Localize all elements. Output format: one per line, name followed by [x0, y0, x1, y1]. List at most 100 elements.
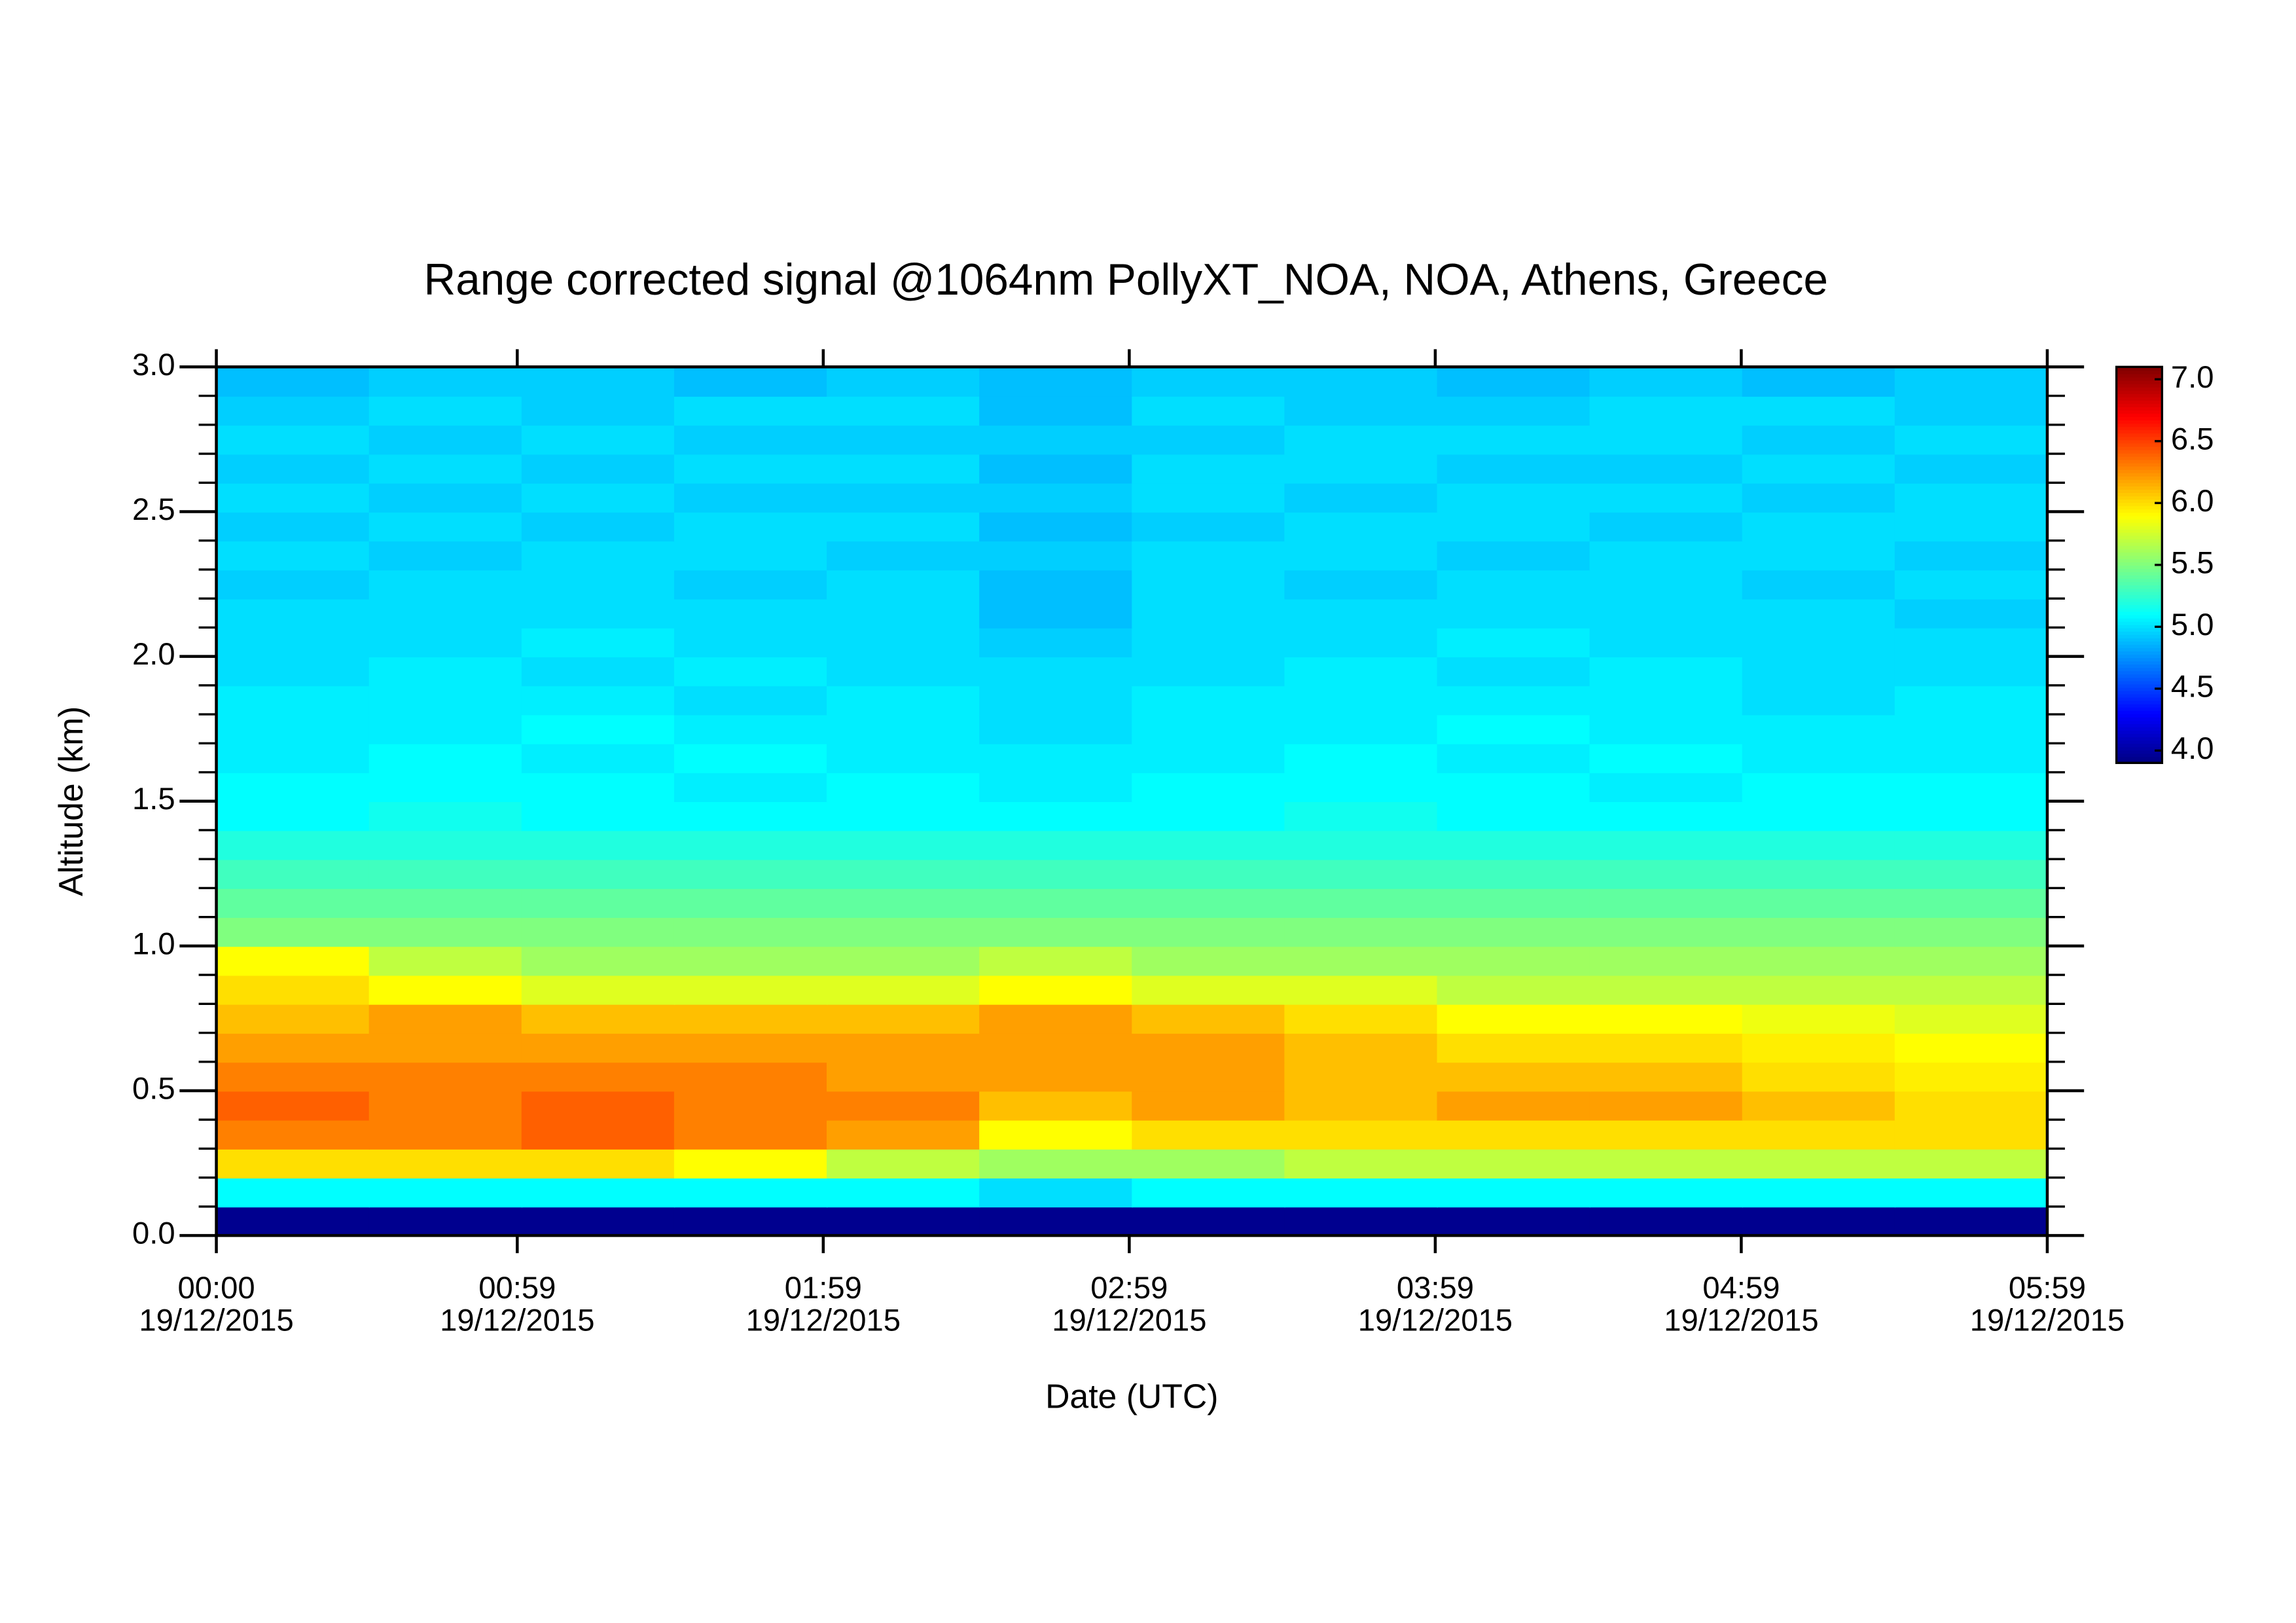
heatmap-cell — [1742, 888, 1896, 919]
heatmap-cell — [1894, 395, 2049, 426]
heatmap-cell — [1132, 945, 1285, 976]
colorbar-tick-label: 4.0 — [2171, 731, 2214, 766]
heatmap-cell — [1894, 511, 2049, 542]
heatmap-cell — [1132, 454, 1285, 484]
heatmap-cell — [368, 1148, 523, 1179]
colorbar: 4.0 4.5 5.0 5.5 6.0 6.5 7.0 — [2115, 360, 2214, 766]
colorbar-segment — [2116, 485, 2162, 490]
heatmap-cell — [1589, 511, 1744, 542]
colorbar-segment — [2116, 449, 2162, 454]
heatmap-cell — [1132, 1177, 1285, 1208]
heatmap-cell — [979, 483, 1133, 513]
heatmap-cell — [1284, 1206, 1438, 1237]
heatmap-cell — [827, 598, 980, 629]
heatmap-cell — [1894, 1091, 2049, 1121]
heatmap-cell — [1894, 1148, 2049, 1179]
heatmap-cell — [1742, 656, 1896, 687]
heatmap-cell — [1437, 1120, 1590, 1150]
heatmap-cell — [979, 395, 1133, 426]
heatmap-cell — [979, 511, 1133, 542]
heatmap-cell — [1284, 540, 1438, 571]
heatmap-cell — [368, 685, 523, 716]
colorbar-segment — [2116, 465, 2162, 470]
heatmap-cell — [1589, 569, 1744, 600]
heatmap-cell — [979, 598, 1133, 629]
heatmap-cell — [673, 1061, 828, 1092]
colorbar-segment — [2116, 571, 2162, 576]
heatmap-cell — [521, 945, 675, 976]
heatmap-cell — [368, 743, 523, 773]
heatmap-cell — [827, 1091, 980, 1121]
colorbar-segment — [2116, 664, 2162, 668]
heatmap-cell — [827, 569, 980, 600]
heatmap-cell — [1589, 772, 1744, 803]
colorbar-segment — [2116, 568, 2162, 573]
heatmap-cell — [1894, 656, 2049, 687]
heatmap-cell — [1894, 888, 2049, 919]
heatmap-cell — [216, 1061, 370, 1092]
heatmap-cell — [979, 656, 1133, 687]
heatmap-cell — [1589, 975, 1744, 1005]
heatmap-cell — [1284, 1120, 1438, 1150]
heatmap-cell — [1437, 801, 1590, 831]
heatmap-cell — [673, 945, 828, 976]
colorbar-segment — [2116, 555, 2162, 559]
heatmap-cell — [216, 598, 370, 629]
heatmap-cell — [1284, 945, 1438, 976]
colorbar-segment — [2116, 653, 2162, 659]
heatmap-cell — [673, 859, 828, 889]
colorbar-segment — [2116, 574, 2162, 579]
colorbar-segment — [2116, 386, 2162, 391]
heatmap-cell — [1589, 801, 1744, 831]
heatmap-cell — [1284, 569, 1438, 600]
heatmap-cell — [979, 1032, 1133, 1063]
heatmap-cell — [1589, 1091, 1744, 1121]
heatmap-cell — [827, 685, 980, 716]
heatmap-cell — [1894, 1206, 2049, 1237]
heatmap-cell — [521, 483, 675, 513]
heatmap-cell — [1437, 859, 1590, 889]
heatmap-cell — [521, 627, 675, 657]
heatmap-cell — [1132, 1148, 1285, 1179]
heatmap-cell — [1284, 454, 1438, 484]
heatmap-cell — [1589, 1177, 1744, 1208]
heatmap-cell — [827, 511, 980, 542]
heatmap-cell — [1742, 1061, 1896, 1092]
colorbar-segment — [2116, 412, 2162, 418]
heatmap-cell — [216, 540, 370, 571]
heatmap-cell — [673, 656, 828, 687]
heatmap-cell — [1742, 1148, 1896, 1179]
heatmap-cell — [521, 801, 675, 831]
heatmap-cell — [1589, 830, 1744, 860]
heatmap-cell — [827, 1148, 980, 1179]
heatmap-cell — [368, 859, 523, 889]
colorbar-segment — [2116, 598, 2162, 602]
colorbar-segment — [2116, 591, 2162, 596]
heatmap-cell — [1437, 1148, 1590, 1179]
heatmap-cell — [1589, 1120, 1744, 1150]
heatmap-cell — [1894, 685, 2049, 716]
colorbar-segment — [2116, 509, 2162, 513]
heatmap-cell — [216, 1091, 370, 1121]
heatmap-cell — [1284, 367, 1438, 397]
heatmap-cell — [368, 888, 523, 919]
colorbar-segment — [2116, 700, 2162, 704]
heatmap-cell — [1894, 945, 2049, 976]
colorbar-tick-label: 6.0 — [2171, 484, 2214, 519]
colorbar-segment — [2116, 743, 2162, 748]
colorbar-segment — [2116, 601, 2162, 606]
heatmap-cell — [1132, 743, 1285, 773]
heatmap-cell — [1589, 714, 1744, 744]
heatmap-cell — [1132, 1061, 1285, 1092]
heatmap-cell — [521, 888, 675, 919]
heatmap-cell — [827, 395, 980, 426]
colorbar-segment — [2116, 729, 2162, 735]
heatmap-cell — [1132, 540, 1285, 571]
heatmap-cell — [979, 801, 1133, 831]
heatmap-cell — [521, 685, 675, 716]
heatmap-cell — [827, 714, 980, 744]
heatmap-cell — [1589, 1061, 1744, 1092]
heatmap-cell — [827, 1206, 980, 1237]
heatmap-cell — [521, 424, 675, 455]
